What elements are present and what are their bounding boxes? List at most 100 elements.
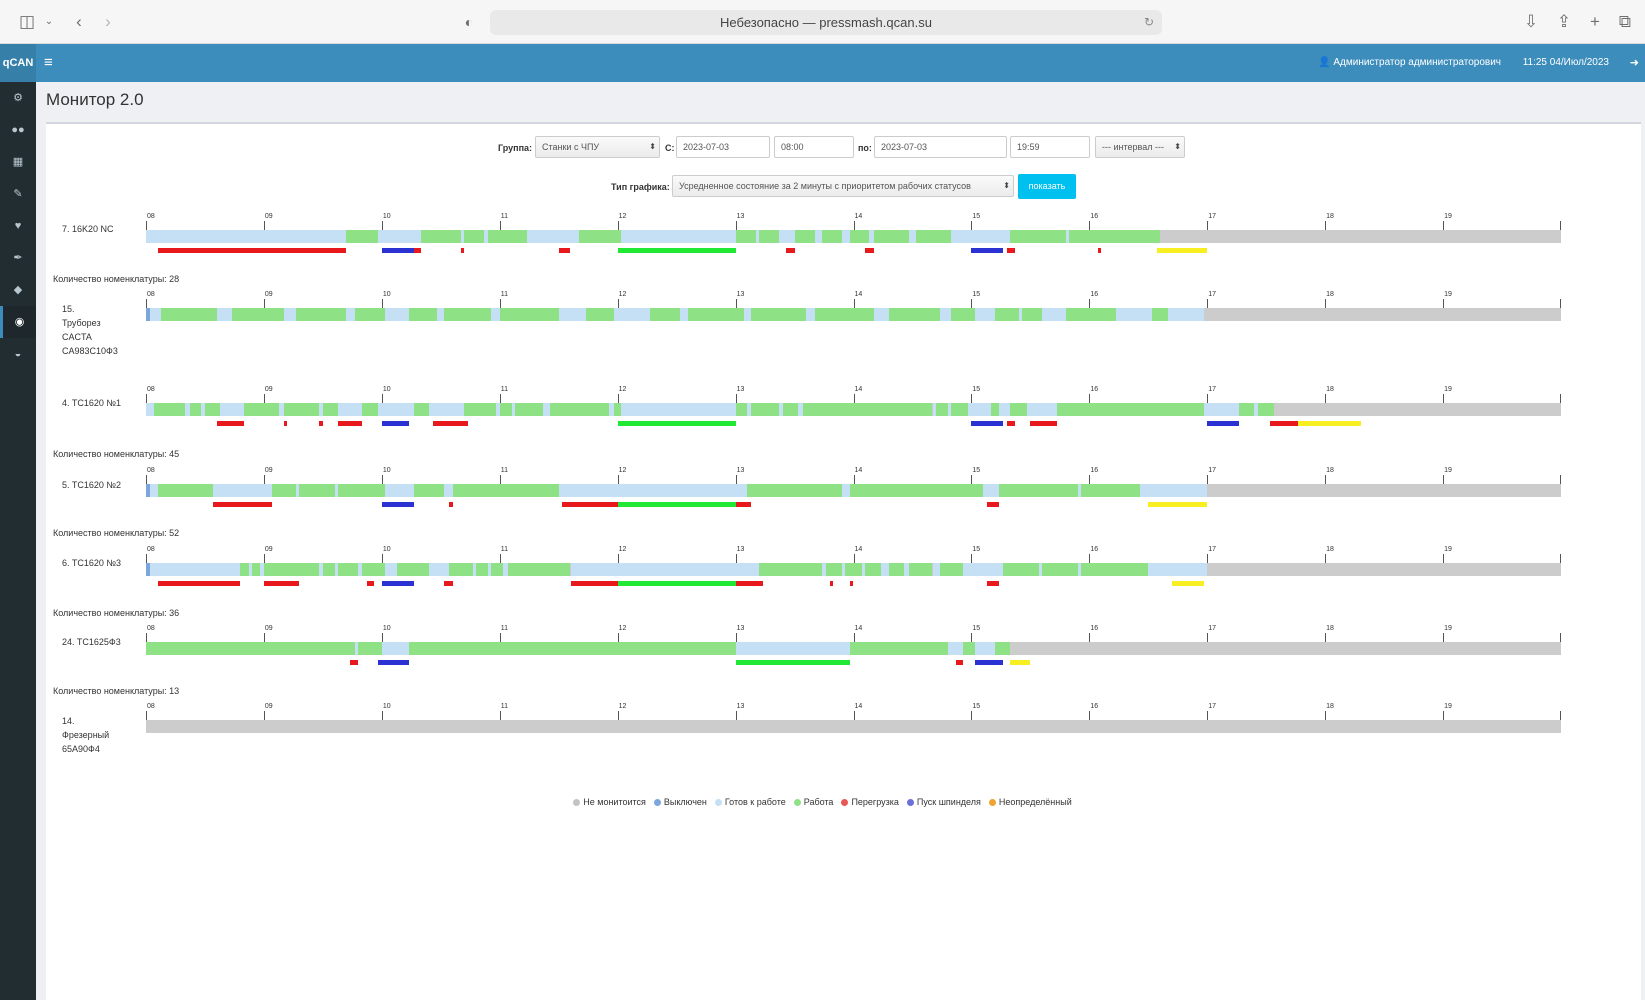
status-segment[interactable] — [1022, 308, 1043, 321]
status-segment[interactable] — [1148, 563, 1208, 576]
status-segment[interactable] — [334, 484, 339, 497]
status-segment[interactable] — [947, 403, 952, 416]
event-bar[interactable] — [617, 248, 736, 253]
legend-item[interactable]: Готов к работе — [714, 797, 786, 807]
status-segment[interactable] — [1116, 308, 1152, 321]
event-bar[interactable] — [381, 581, 414, 586]
status-segment[interactable] — [806, 308, 815, 321]
status-segment[interactable] — [904, 563, 909, 576]
to-date-input[interactable]: 2023-07-03 — [874, 136, 1007, 158]
to-time-input[interactable]: 19:59 — [1010, 136, 1090, 158]
event-bar[interactable] — [263, 581, 300, 586]
status-segment[interactable] — [814, 308, 874, 321]
event-bar[interactable] — [735, 581, 763, 586]
status-segment[interactable] — [759, 563, 822, 576]
status-segment[interactable] — [487, 230, 527, 243]
status-segment[interactable] — [515, 403, 544, 416]
status-segment[interactable] — [951, 403, 968, 416]
status-segment[interactable] — [157, 484, 214, 497]
app-logo[interactable]: qCAN — [0, 44, 36, 82]
event-bar[interactable] — [971, 421, 1004, 426]
user-menu[interactable]: 👤 Администратор администраторович — [1318, 57, 1501, 68]
status-timeline[interactable] — [146, 308, 1561, 321]
sidebar-item-shield[interactable]: ◆ — [13, 284, 23, 296]
status-segment[interactable] — [1077, 563, 1082, 576]
status-segment[interactable] — [680, 308, 689, 321]
status-segment[interactable] — [429, 403, 465, 416]
event-bar[interactable] — [974, 660, 1004, 665]
status-segment[interactable] — [967, 403, 992, 416]
status-segment[interactable] — [1140, 484, 1208, 497]
status-segment[interactable] — [476, 563, 488, 576]
status-segment[interactable] — [149, 308, 162, 321]
forward-icon[interactable]: › — [105, 12, 111, 31]
status-segment[interactable] — [1254, 403, 1258, 416]
event-bar[interactable] — [338, 421, 362, 426]
status-segment[interactable] — [995, 642, 1011, 655]
status-segment[interactable] — [322, 563, 335, 576]
status-segment[interactable] — [861, 563, 866, 576]
event-bar[interactable] — [1207, 421, 1240, 426]
event-bar[interactable] — [735, 502, 751, 507]
status-segment[interactable] — [149, 484, 158, 497]
status-segment[interactable] — [735, 642, 850, 655]
status-segment[interactable] — [378, 403, 414, 416]
status-segment[interactable] — [472, 563, 477, 576]
event-bar[interactable] — [986, 581, 999, 586]
status-segment[interactable] — [146, 403, 155, 416]
sidebar-item-monitor[interactable]: ◉ — [0, 306, 36, 338]
show-button[interactable]: показать — [1018, 174, 1076, 199]
status-segment[interactable] — [845, 563, 862, 576]
status-segment[interactable] — [1077, 484, 1082, 497]
status-segment[interactable] — [279, 403, 284, 416]
status-segment[interactable] — [963, 563, 1004, 576]
status-segment[interactable] — [201, 403, 205, 416]
status-segment[interactable] — [338, 403, 362, 416]
status-segment[interactable] — [464, 230, 485, 243]
status-segment[interactable] — [570, 563, 760, 576]
status-segment[interactable] — [378, 230, 421, 243]
status-segment[interactable] — [849, 230, 869, 243]
status-segment[interactable] — [779, 230, 795, 243]
status-segment[interactable] — [794, 230, 815, 243]
status-segment[interactable] — [444, 484, 453, 497]
status-segment[interactable] — [750, 403, 780, 416]
status-segment[interactable] — [511, 403, 516, 416]
event-bar[interactable] — [617, 421, 736, 426]
status-segment[interactable] — [1065, 308, 1117, 321]
event-bar[interactable] — [157, 581, 241, 586]
status-segment[interactable] — [1239, 403, 1255, 416]
event-bar[interactable] — [213, 502, 273, 507]
event-bar[interactable] — [1006, 248, 1016, 253]
new-tab-icon[interactable]: + — [1590, 12, 1600, 31]
status-segment[interactable] — [213, 484, 273, 497]
event-bar[interactable] — [449, 502, 453, 507]
status-segment[interactable] — [484, 230, 488, 243]
status-segment[interactable] — [354, 642, 359, 655]
status-segment[interactable] — [1069, 230, 1161, 243]
status-segment[interactable] — [1018, 308, 1023, 321]
status-segment[interactable] — [295, 308, 347, 321]
legend-item[interactable]: Пуск шпинделя — [906, 797, 981, 807]
sidebar-item-reports[interactable]: ▦ — [12, 156, 24, 168]
status-segment[interactable] — [558, 308, 586, 321]
status-segment[interactable] — [295, 484, 300, 497]
status-segment[interactable] — [146, 642, 355, 655]
status-segment[interactable] — [743, 308, 751, 321]
status-timeline[interactable] — [146, 720, 1561, 733]
status-segment[interactable] — [189, 403, 202, 416]
status-segment[interactable] — [951, 308, 975, 321]
status-segment[interactable] — [826, 563, 842, 576]
status-segment[interactable] — [1042, 308, 1066, 321]
status-segment[interactable] — [460, 230, 465, 243]
status-segment[interactable] — [936, 403, 948, 416]
event-bar[interactable] — [849, 581, 854, 586]
status-segment[interactable] — [821, 230, 842, 243]
status-segment[interactable] — [508, 563, 571, 576]
status-segment[interactable] — [998, 403, 1011, 416]
event-bar[interactable] — [378, 660, 409, 665]
status-segment[interactable] — [437, 308, 445, 321]
status-segment[interactable] — [272, 484, 296, 497]
status-segment[interactable] — [802, 403, 933, 416]
status-segment[interactable] — [974, 308, 995, 321]
